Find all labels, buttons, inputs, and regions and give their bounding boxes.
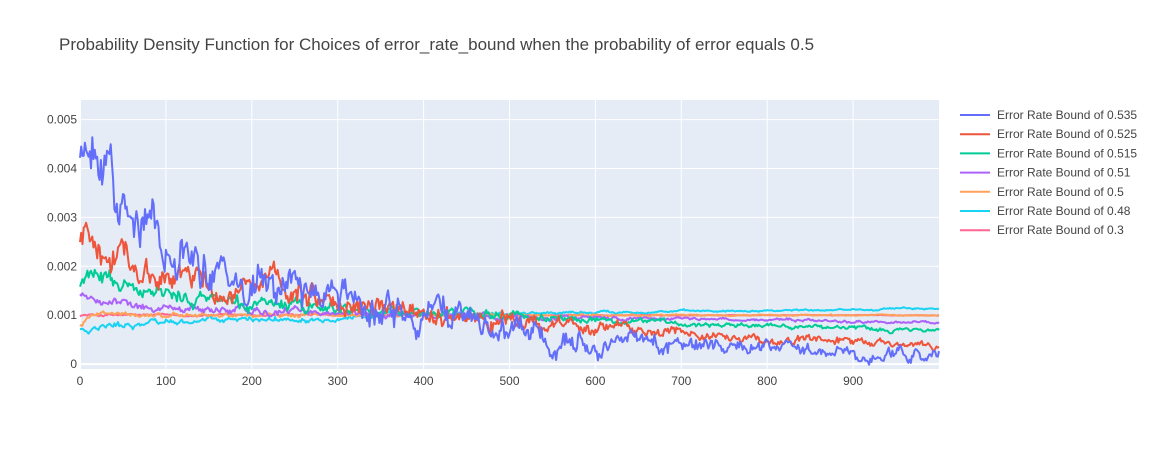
x-tick-label: 100	[156, 374, 176, 388]
legend: Error Rate Bound of 0.535 Error Rate Boun…	[960, 108, 1137, 237]
series-layer	[79, 136, 940, 366]
y-tick-label: 0.001	[47, 308, 77, 322]
legend-item[interactable]: Error Rate Bound of 0.525	[960, 127, 1137, 141]
legend-label: Error Rate Bound of 0.48	[997, 204, 1131, 218]
x-tick-label: 700	[671, 374, 691, 388]
legend-label: Error Rate Bound of 0.525	[997, 127, 1137, 141]
legend-label: Error Rate Bound of 0.535	[997, 108, 1137, 122]
x-tick-label: 300	[328, 374, 348, 388]
x-tick-label: 400	[414, 374, 434, 388]
legend-item[interactable]: Error Rate Bound of 0.3	[960, 223, 1124, 237]
legend-item[interactable]: Error Rate Bound of 0.48	[960, 204, 1131, 218]
legend-item[interactable]: Error Rate Bound of 0.5	[960, 185, 1124, 199]
chart-title: Probability Density Function for Choices…	[59, 35, 814, 54]
x-tick-label: 0	[77, 374, 84, 388]
x-axis: 0 100 200 300 400 500 600 700 800 900	[77, 374, 864, 388]
legend-label: Error Rate Bound of 0.5	[997, 185, 1124, 199]
legend-item[interactable]: Error Rate Bound of 0.51	[960, 166, 1131, 180]
y-tick-label: 0.005	[47, 113, 77, 127]
y-tick-label: 0.004	[47, 161, 77, 175]
series-line	[79, 136, 940, 366]
x-tick-label: 800	[757, 374, 777, 388]
x-tick-label: 500	[499, 374, 519, 388]
series-line	[79, 221, 940, 353]
x-tick-label: 600	[585, 374, 605, 388]
y-tick-label: 0.003	[47, 210, 77, 224]
legend-label: Error Rate Bound of 0.515	[997, 146, 1137, 160]
legend-label: Error Rate Bound of 0.51	[997, 166, 1131, 180]
x-tick-label: 900	[843, 374, 863, 388]
legend-item[interactable]: Error Rate Bound of 0.515	[960, 146, 1137, 160]
legend-item[interactable]: Error Rate Bound of 0.535	[960, 108, 1137, 122]
y-tick-label: 0	[70, 357, 77, 371]
x-tick-label: 200	[242, 374, 262, 388]
y-axis: 0 0.001 0.002 0.003 0.004 0.005	[47, 113, 77, 372]
y-tick-label: 0.002	[47, 259, 77, 273]
legend-label: Error Rate Bound of 0.3	[997, 223, 1124, 237]
